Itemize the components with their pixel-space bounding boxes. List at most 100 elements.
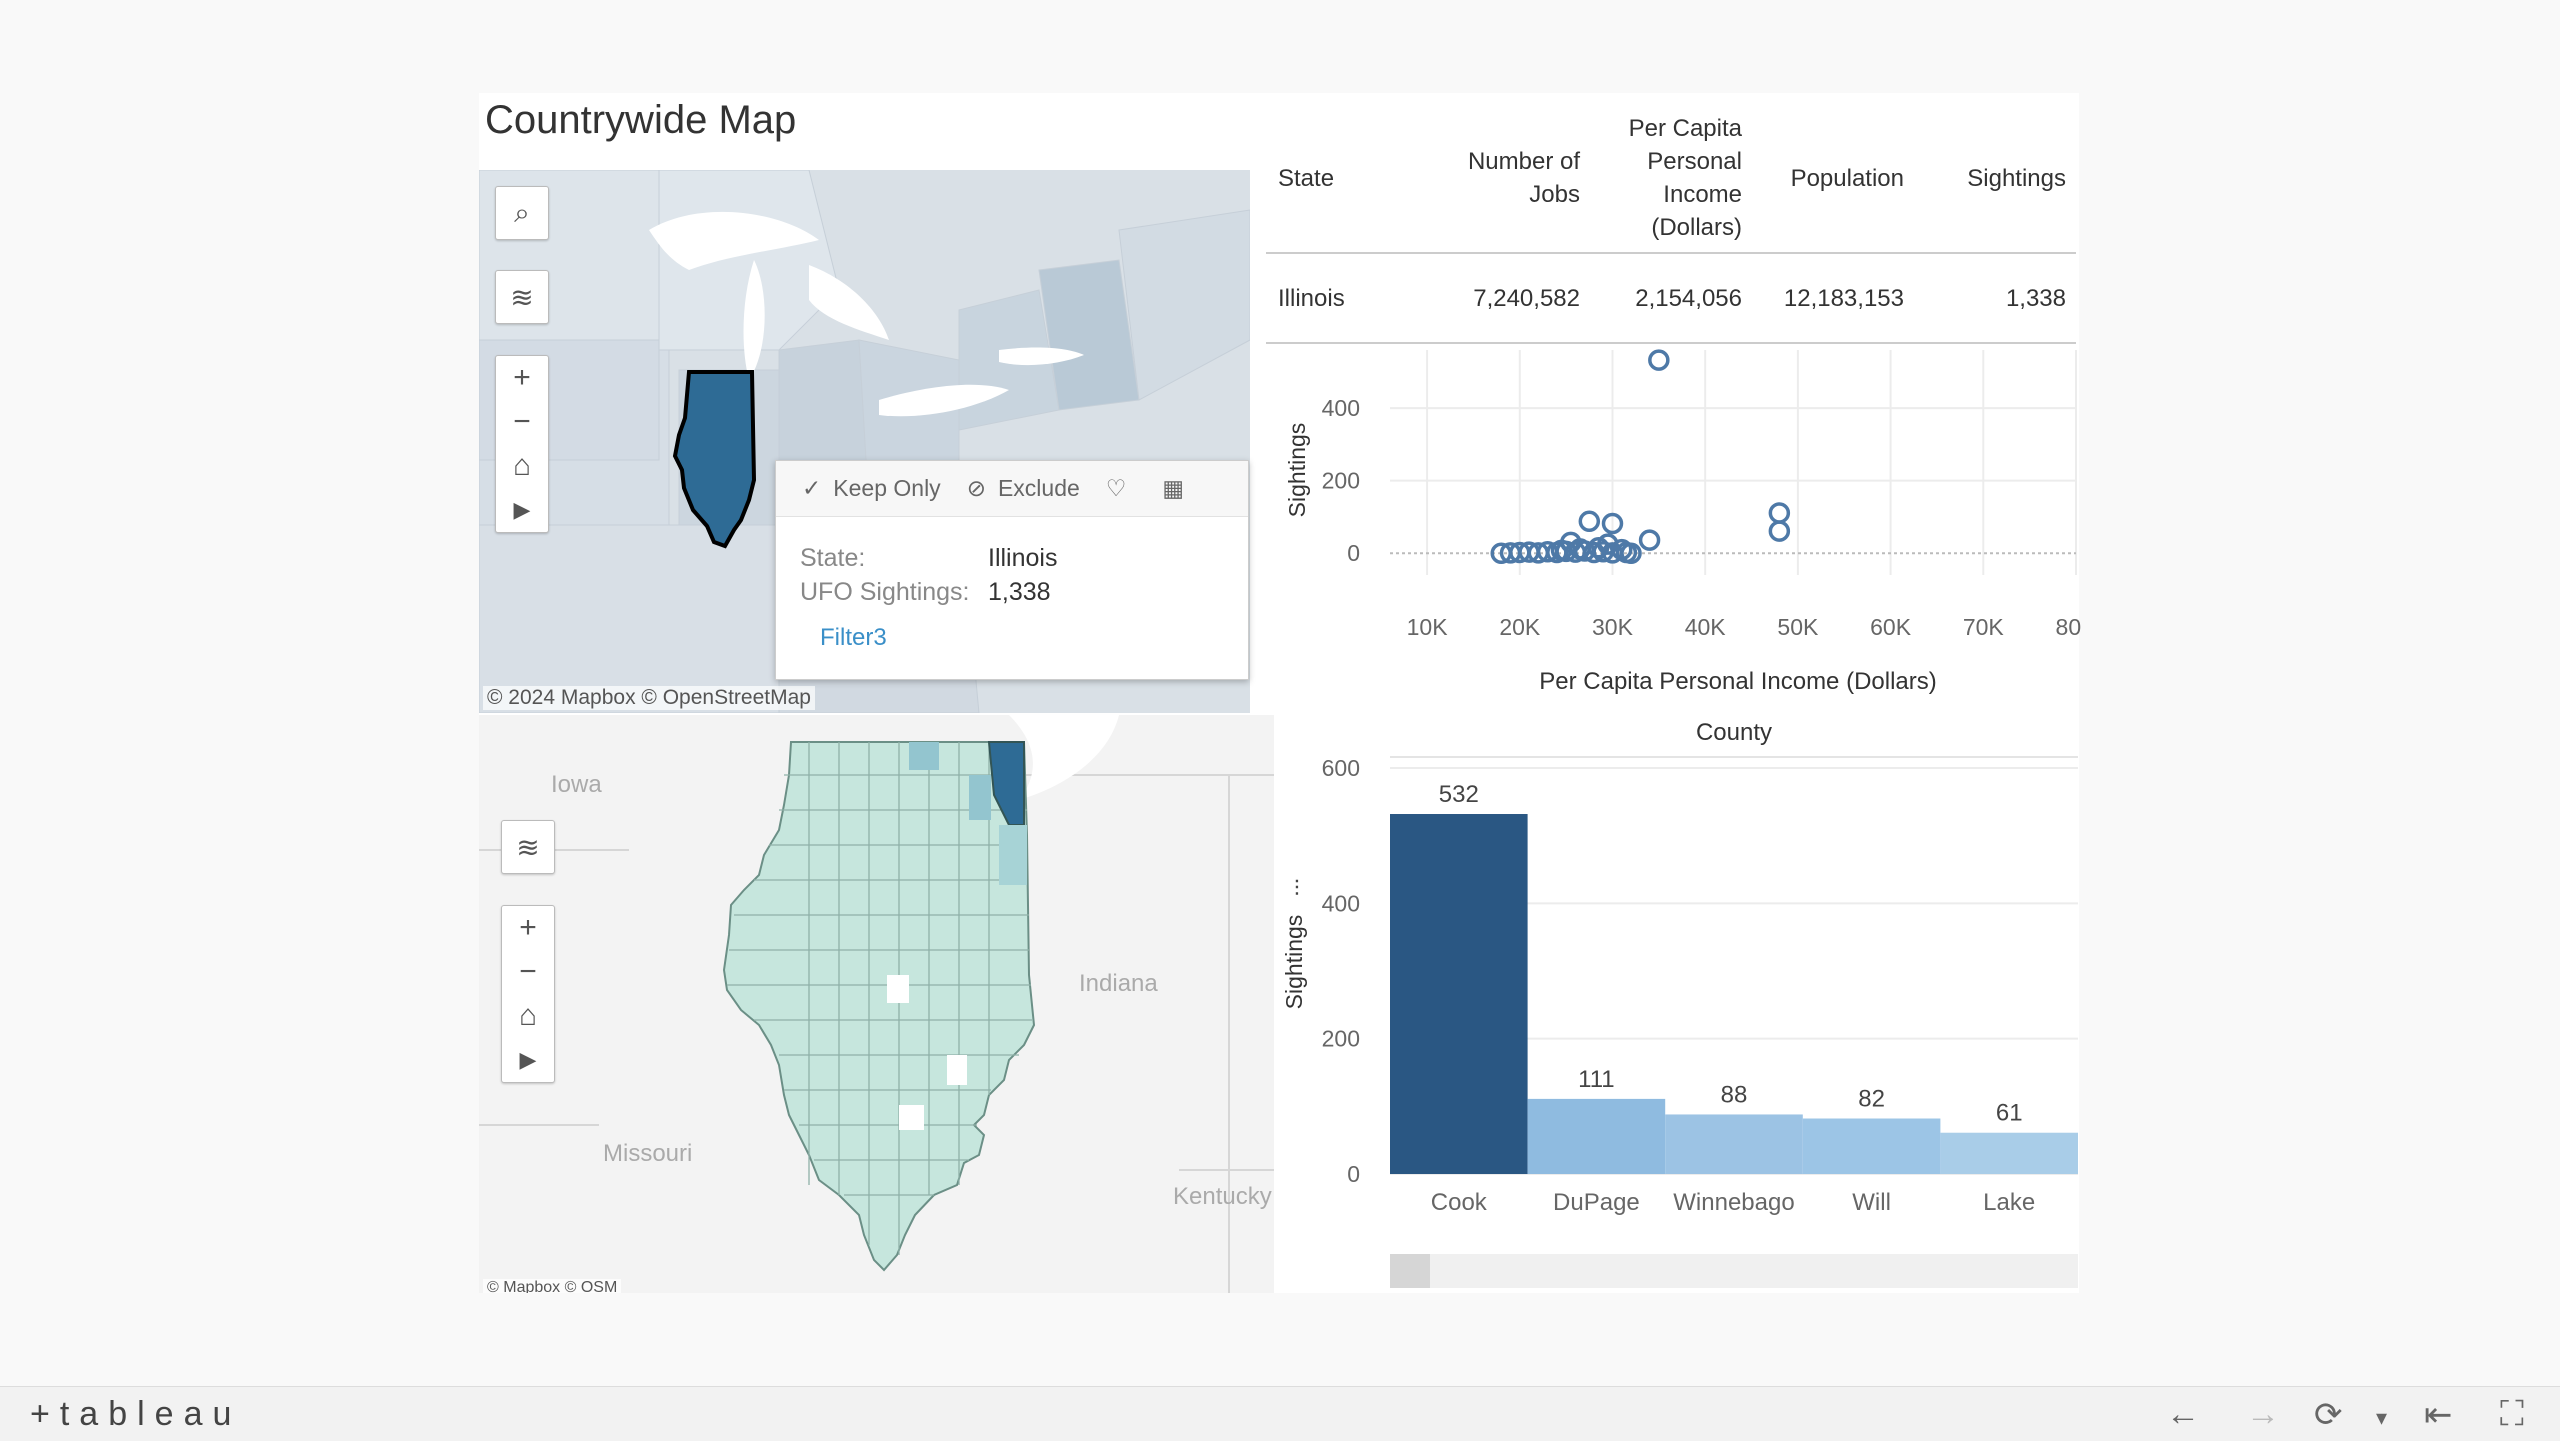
map-label-indiana: Indiana xyxy=(1079,970,1158,997)
scatter-points xyxy=(1490,349,1791,564)
county-map-canvas xyxy=(479,715,1274,1293)
exclude-button[interactable]: Exclude xyxy=(997,475,1080,501)
scatter-x-tick: 60K xyxy=(1870,614,1912,640)
cell-state: Illinois xyxy=(1278,285,1345,312)
header-state[interactable]: State xyxy=(1278,165,1335,192)
table-header-divider xyxy=(1266,252,2076,254)
view-data-icon[interactable]: ▦ xyxy=(1162,475,1185,501)
scatter-point xyxy=(1620,542,1642,564)
header-jobs[interactable]: Number of Jobs xyxy=(1467,148,1580,208)
county-map-attribution: © Mapbox © OSM xyxy=(483,1279,622,1293)
exclude-icon: ⊘ xyxy=(966,475,986,501)
bar-category-label: Will xyxy=(1852,1189,1891,1216)
bar-value-label: 82 xyxy=(1858,1086,1885,1113)
scatter-x-tick: 70K xyxy=(1963,614,2005,640)
county-map-zoom-controls: + − ⌂ ▶ xyxy=(501,905,555,1083)
map-label-missouri: Missouri xyxy=(603,1140,693,1167)
lightbulb-icon[interactable]: ♡ xyxy=(1105,475,1127,501)
bar-chart[interactable]: County 0 200 400 600 532 Cook 111 DuPage 88 Winn… xyxy=(1266,712,2081,1252)
map-tooltip: ✓ Keep Only ⊘ Exclude ♡ ▦ State: Illinoi… xyxy=(775,460,1249,680)
page-title: Countrywide Map xyxy=(485,98,797,142)
tooltip-sightings-label: UFO Sightings: xyxy=(800,578,970,606)
map-attribution: © 2024 Mapbox © OpenStreetMap xyxy=(483,686,815,710)
keep-only-button[interactable]: Keep Only xyxy=(833,475,941,501)
sort-icon[interactable]: ⫶ xyxy=(1294,876,1300,901)
scatter-point xyxy=(1768,520,1791,542)
bar-labels: 532 Cook 111 DuPage 88 Winnebago 82 Will 61 Lake xyxy=(1431,781,2035,1216)
county-map-home-button[interactable]: ⌂ xyxy=(518,999,538,1032)
bar-category-label: DuPage xyxy=(1553,1189,1640,1216)
scatter-point xyxy=(1768,502,1791,524)
bar-bars xyxy=(1390,814,2078,1174)
county-zoom-in-button[interactable]: + xyxy=(519,911,537,944)
map-layers-button[interactable]: ≋ xyxy=(495,270,549,324)
bar-y-tick: 400 xyxy=(1322,890,1360,916)
check-icon: ✓ xyxy=(802,475,822,501)
zoom-out-button[interactable]: − xyxy=(513,405,531,438)
bar-category-label: Cook xyxy=(1431,1189,1488,1216)
scatter-point xyxy=(1592,541,1614,563)
tooltip-state-label: State: xyxy=(800,544,866,572)
illinois-state-shape[interactable] xyxy=(672,370,757,549)
bar-value-label: 88 xyxy=(1721,1081,1748,1108)
bar-lake xyxy=(1940,1132,2078,1174)
scatter-x-tick: 50K xyxy=(1777,614,1819,640)
scatter-grid xyxy=(1390,350,2077,575)
zoom-in-button[interactable]: + xyxy=(513,361,531,394)
undo-icon[interactable]: ← xyxy=(2166,1395,2200,1433)
scatter-x-tick: 80K xyxy=(2056,614,2081,640)
revert-dropdown-icon[interactable]: ▾ xyxy=(2376,1405,2388,1430)
cell-population: 12,183,153 xyxy=(1783,285,1904,312)
county-map-layers-button[interactable]: ≋ xyxy=(501,820,555,874)
header-income[interactable]: Per Capita Personal Income (Dollars) xyxy=(1628,115,1742,241)
tableau-logo[interactable]: +tableau xyxy=(30,1395,242,1433)
bar-value-label: 61 xyxy=(1996,1100,2023,1127)
bar-cook xyxy=(1390,814,1528,1174)
map-label-iowa: Iowa xyxy=(551,771,602,798)
scatter-x-tick: 40K xyxy=(1685,614,1727,640)
bar-y-tick: 200 xyxy=(1322,1026,1360,1052)
tooltip-toolbar: ✓ Keep Only ⊘ Exclude ♡ ▦ xyxy=(776,461,1248,517)
bar-chart-title: County xyxy=(1696,719,1772,746)
scatter-x-axis-label: Per Capita Personal Income (Dollars) xyxy=(1539,668,1937,695)
scatter-y-tick: 0 xyxy=(1347,540,1360,566)
scatter-point xyxy=(1638,529,1661,551)
scatter-point xyxy=(1601,512,1624,535)
scatter-x-tick: 20K xyxy=(1499,614,1541,640)
scatter-chart[interactable]: 10K 20K 30K 40K 50K 60K 70K 80K 0 200 400 Sighting… xyxy=(1266,345,2081,705)
map-pan-button[interactable]: ▶ xyxy=(513,497,531,522)
scatter-point xyxy=(1578,510,1601,533)
scatter-point xyxy=(1587,537,1610,559)
scrollbar-thumb[interactable] xyxy=(1390,1254,1430,1288)
map-label-kentucky: Kentucky xyxy=(1173,1183,1272,1210)
us-state-map[interactable]: ⌕ ≋ + − ⌂ ▶ © 2024 Mapbox © OpenStreetMa… xyxy=(479,170,1250,713)
county-map-pan-button[interactable]: ▶ xyxy=(519,1047,537,1072)
revert-icon[interactable]: ⟳ xyxy=(2314,1396,2343,1434)
tooltip-state-value: Illinois xyxy=(988,544,1058,572)
cell-jobs: 7,240,582 xyxy=(1473,285,1580,312)
bar-category-label: Winnebago xyxy=(1673,1189,1794,1216)
bar-y-tick: 0 xyxy=(1347,1161,1360,1187)
illinois-counties-shape[interactable] xyxy=(722,741,1036,1272)
fullscreen-icon[interactable]: ⛶ xyxy=(2500,1395,2524,1433)
county-map[interactable]: Iowa Indiana Missouri Kentucky ≋ + − ⌂ ▶… xyxy=(479,715,1274,1293)
scatter-point xyxy=(1648,349,1670,371)
bar-chart-scrollbar[interactable] xyxy=(1390,1254,2078,1288)
table-bottom-divider xyxy=(1266,342,2076,344)
scatter-y-tick: 400 xyxy=(1322,395,1360,421)
cell-sightings: 1,338 xyxy=(2005,285,2066,312)
scatter-y-tick: 200 xyxy=(1322,468,1360,494)
map-home-button[interactable]: ⌂ xyxy=(512,449,532,482)
scatter-ticks: 10K 20K 30K 40K 50K 60K 70K 80K 0 200 400 xyxy=(1322,395,2081,640)
map-search-button[interactable]: ⌕ xyxy=(495,186,549,240)
bar-value-label: 532 xyxy=(1439,781,1479,808)
tooltip-filter-link[interactable]: Filter3 xyxy=(820,624,887,651)
revert-all-icon[interactable]: ⇤ xyxy=(2424,1396,2453,1434)
redo-icon[interactable]: → xyxy=(2246,1395,2280,1433)
scatter-x-tick: 10K xyxy=(1407,614,1449,640)
scatter-point xyxy=(1550,539,1573,562)
header-sightings[interactable]: Sightings xyxy=(1967,165,2066,192)
header-population[interactable]: Population xyxy=(1790,165,1904,192)
county-zoom-out-button[interactable]: − xyxy=(519,955,537,988)
map-zoom-controls: + − ⌂ ▶ xyxy=(495,355,549,533)
